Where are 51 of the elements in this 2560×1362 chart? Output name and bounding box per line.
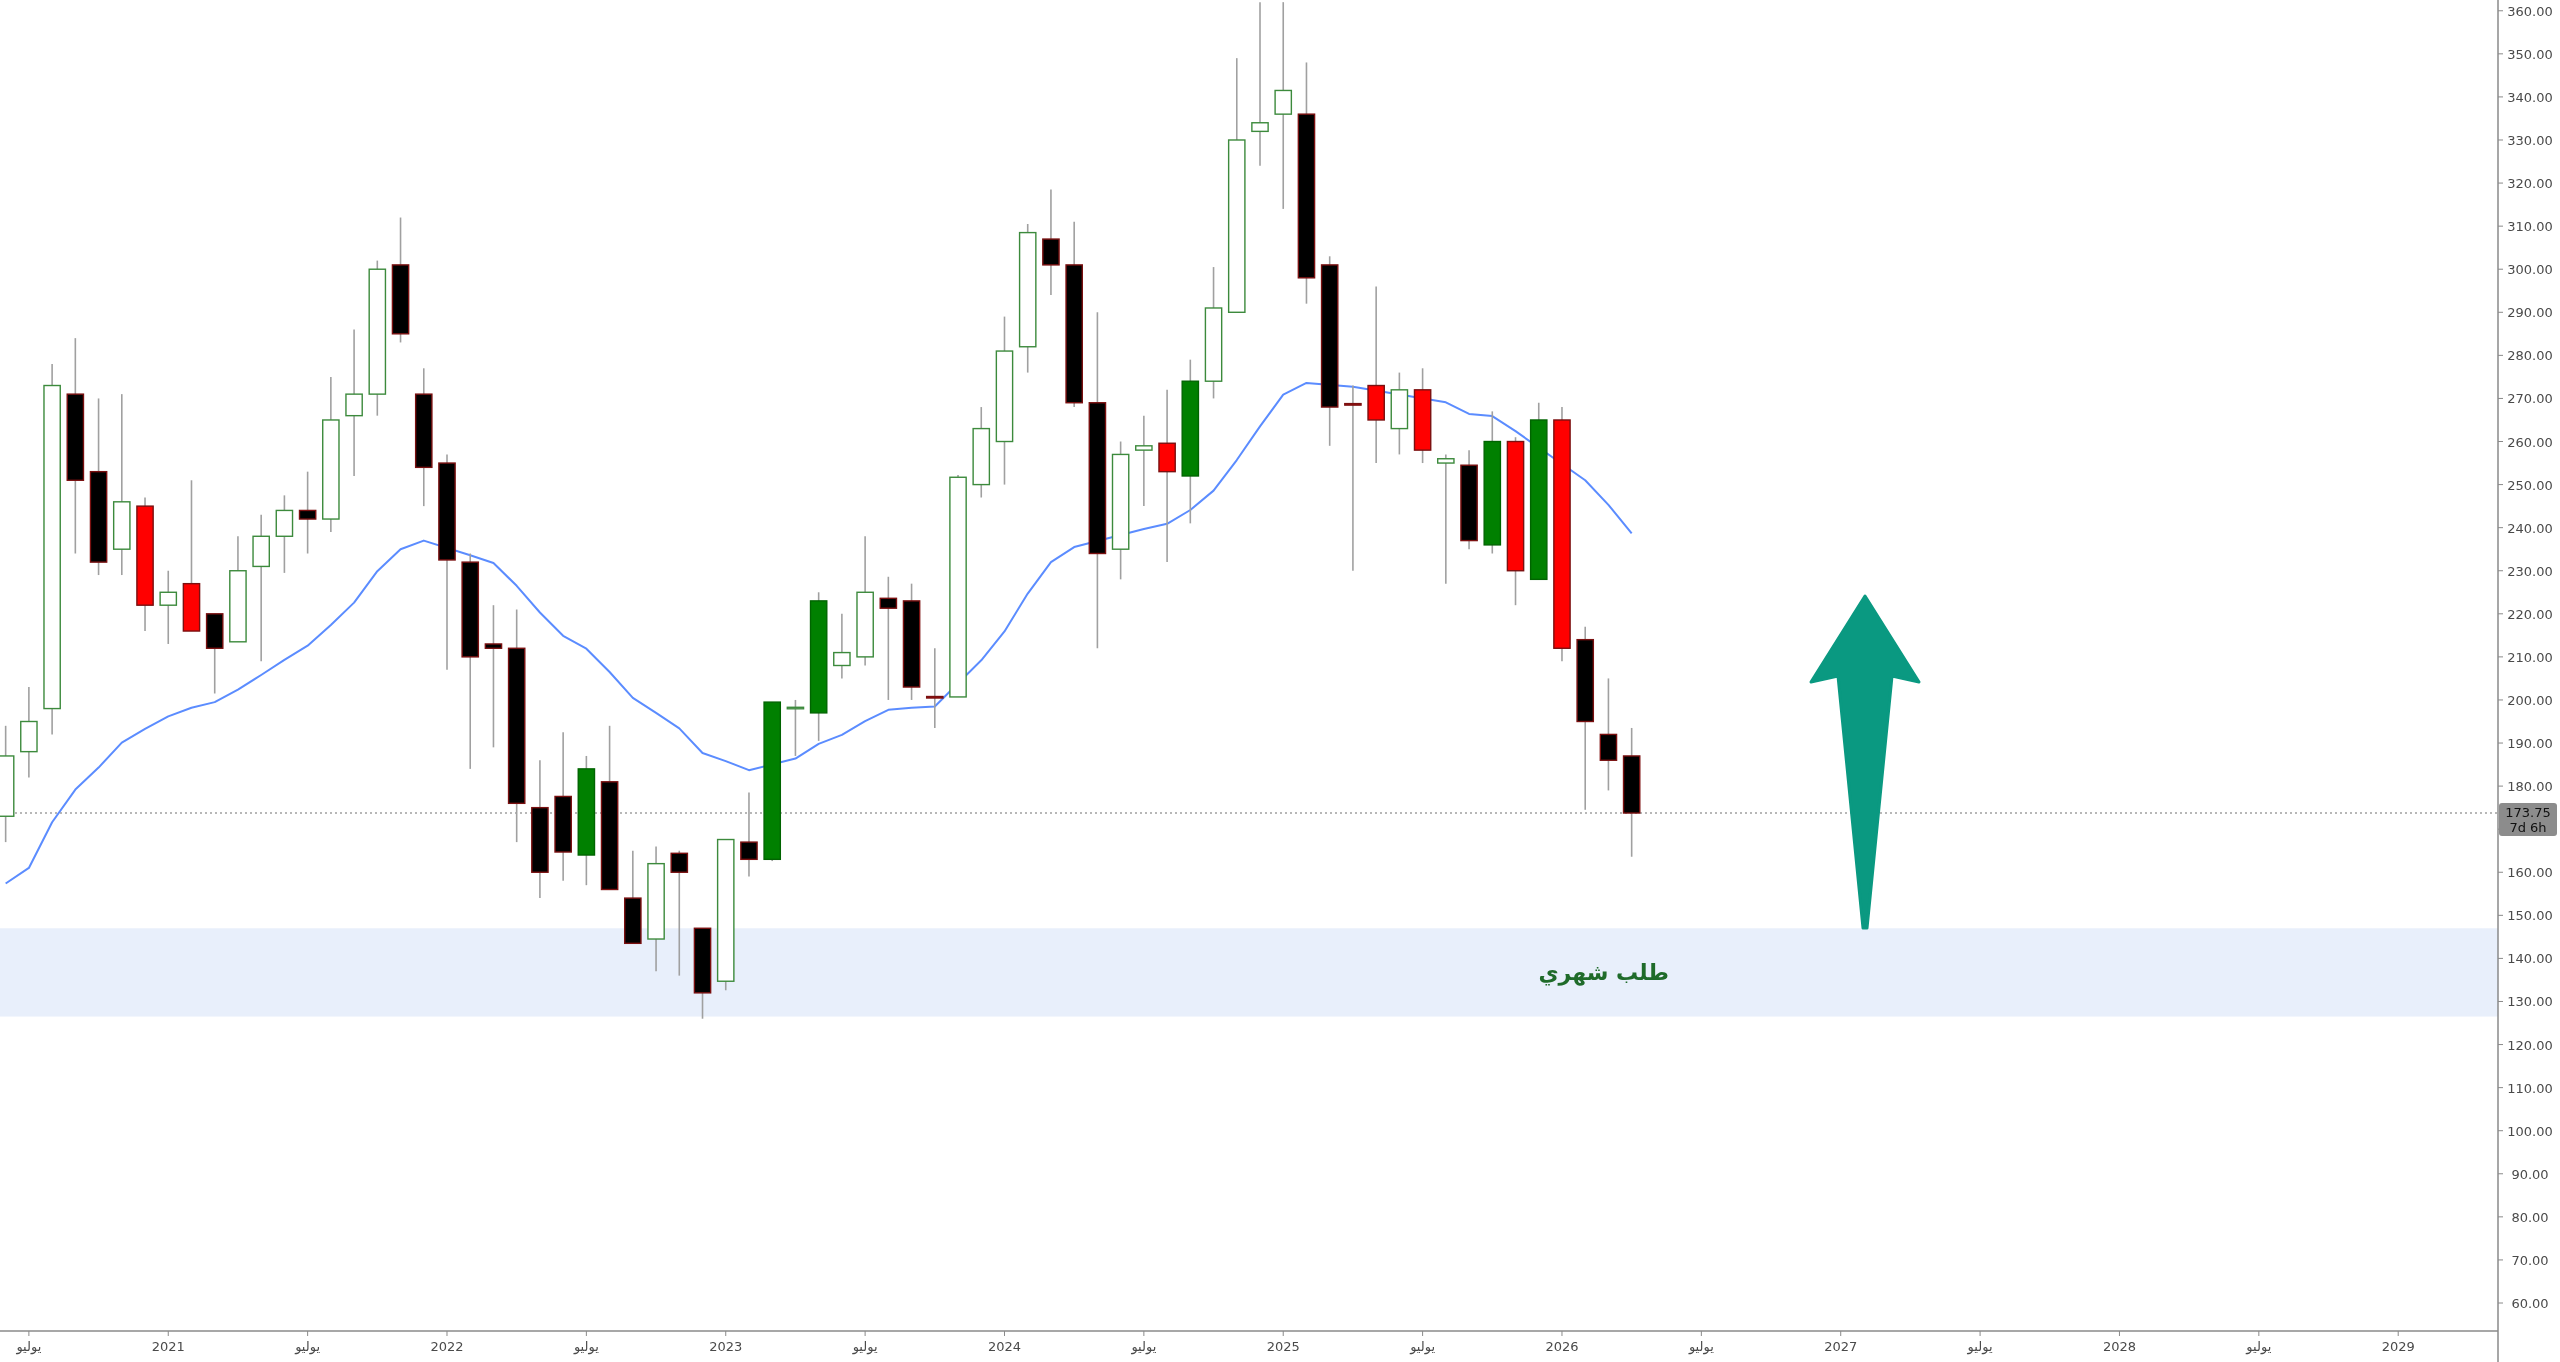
- x-tick-label: 2023: [709, 1339, 743, 1354]
- y-tick-label: 70.00: [2511, 1252, 2549, 1268]
- y-tick-label: 230.00: [2507, 563, 2553, 579]
- y-tick-label: 140.00: [2507, 951, 2553, 967]
- x-tick-label: 2029: [2381, 1339, 2415, 1354]
- y-tick-label: 350.00: [2507, 46, 2553, 62]
- y-tick-label: 210.00: [2507, 649, 2553, 665]
- y-tick-label: 110.00: [2507, 1080, 2553, 1096]
- band-label: طلب شهري: [1538, 960, 1670, 987]
- y-tick-label: 60.00: [2511, 1296, 2549, 1311]
- x-tick-label: يوليو: [1130, 1339, 1157, 1355]
- y-tick-label: 360.00: [2507, 3, 2553, 19]
- y-tick-label: 120.00: [2507, 1037, 2553, 1053]
- x-tick-label: يوليو: [1409, 1339, 1436, 1355]
- x-tick-label: يوليو: [851, 1339, 878, 1355]
- y-tick-label: 200.00: [2507, 692, 2553, 708]
- x-tick-label: 2025: [1266, 1339, 1300, 1354]
- y-tick-label: 190.00: [2507, 736, 2553, 752]
- y-tick-label: 270.00: [2507, 391, 2553, 407]
- y-tick-label: 310.00: [2507, 219, 2553, 235]
- x-tick-label: 2026: [1545, 1339, 1579, 1354]
- x-tick-label: يوليو: [1687, 1339, 1715, 1355]
- x-tick-label: 2021: [151, 1339, 185, 1354]
- y-tick-label: 250.00: [2507, 477, 2553, 493]
- x-tick-label: يوليو: [294, 1339, 321, 1355]
- ref-line-label: 173.75: [2505, 805, 2551, 821]
- y-tick-label: 100.00: [2507, 1123, 2553, 1139]
- x-tick-label: يوليو: [1966, 1339, 1993, 1355]
- y-tick-label: 330.00: [2507, 132, 2553, 148]
- x-tick-label: يوليو: [2245, 1339, 2272, 1355]
- y-tick-label: 130.00: [2507, 994, 2553, 1010]
- y-tick-label: 90.00: [2511, 1166, 2549, 1182]
- y-tick-label: 340.00: [2507, 89, 2553, 105]
- y-tick-label: 300.00: [2507, 262, 2553, 278]
- y-tick-label: 220.00: [2507, 606, 2553, 622]
- x-tick-label: يوليو: [15, 1339, 42, 1355]
- y-tick-label: 290.00: [2507, 305, 2553, 321]
- x-tick-label: 2022: [430, 1339, 464, 1354]
- x-tick-label: يوليو: [572, 1339, 600, 1355]
- y-tick-label: 150.00: [2507, 908, 2553, 924]
- x-tick-label: 2028: [2102, 1339, 2137, 1354]
- y-tick-label: 280.00: [2507, 348, 2553, 364]
- y-tick-label: 260.00: [2507, 434, 2553, 450]
- x-tick-label: 2027: [1824, 1339, 1858, 1354]
- y-tick-label: 320.00: [2507, 176, 2553, 192]
- y-tick-label: 240.00: [2507, 520, 2553, 536]
- x-tick-label: 2024: [987, 1339, 1022, 1354]
- y-tick-label: 80.00: [2511, 1209, 2549, 1225]
- y-tick-label: 160.00: [2507, 865, 2553, 881]
- y-tick-label: 180.00: [2507, 779, 2553, 795]
- text: 7d 6h: [2509, 820, 2547, 836]
